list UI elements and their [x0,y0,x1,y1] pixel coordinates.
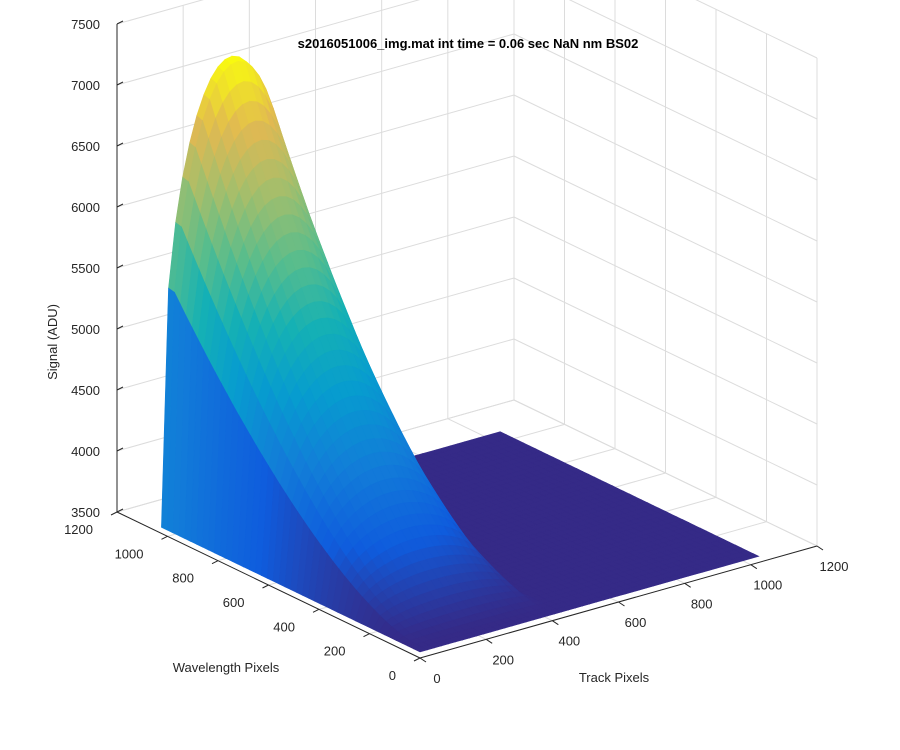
y-tick [110,511,118,516]
grid-line [513,33,818,181]
y-tick-label: 400 [273,619,295,634]
z-tick-label: 4000 [71,444,100,459]
x-tick-label: 600 [625,615,647,630]
y-tick [363,633,370,638]
y-tick [413,657,421,662]
surface-layer [161,55,760,653]
grid-line [513,155,818,303]
y-axis-label: Wavelength Pixels [173,660,280,675]
y-tick [211,560,219,565]
z-tick-label: 3500 [71,505,100,520]
grid-line [568,0,818,120]
x-tick-label: 200 [492,652,514,667]
x-tick [816,545,824,551]
x-tick-label: 800 [691,596,713,611]
z-tick-label: 6500 [71,139,100,154]
z-tick-label: 5000 [71,322,100,337]
x-tick [750,564,758,570]
x-tick [552,620,559,626]
z-tick [116,508,124,513]
z-tick [116,142,124,147]
x-tick [684,582,691,588]
y-tick-label: 1000 [115,546,144,561]
chart-title: s2016051006_img.mat int time = 0.06 sec … [298,36,639,51]
x-tick-label: 1000 [753,578,782,593]
grid-line [513,94,818,242]
grid-line [116,0,204,25]
y-tick-label: 600 [223,595,245,610]
z-axis-label: Signal (ADU) [45,304,60,380]
z-tick [116,20,124,25]
x-tick-label: 0 [433,671,440,686]
z-tick-label: 6000 [71,200,100,215]
z-tick [116,264,124,269]
y-tick-label: 0 [389,668,396,683]
x-tick [485,638,493,644]
x-axis-label: Track Pixels [579,670,650,685]
surface-patch [413,646,428,653]
y-tick-label: 1200 [64,522,93,537]
grid-line [513,277,818,425]
y-tick [262,584,269,589]
grid-line [513,338,818,486]
x-tick [618,601,625,607]
z-tick [116,325,124,330]
z-tick [116,447,124,452]
z-tick [116,386,124,391]
z-tick [116,203,124,208]
grid-line [116,0,421,86]
y-tick-label: 800 [172,571,194,586]
tick-layer: 0 200 400 600 800 1000 1200 0 200 400 600 800 1000 12… [64,17,848,686]
y-tick-label: 200 [324,644,346,659]
z-tick [116,81,124,86]
z-tick-label: 7500 [71,17,100,32]
z-tick-label: 7000 [71,78,100,93]
grid-line [116,33,515,147]
z-tick-label: 4500 [71,383,100,398]
x-tick-label: 400 [558,634,580,649]
y-tick [161,535,168,540]
grid-line [695,0,818,59]
grid-line [513,216,818,364]
y-tick [312,608,320,613]
z-tick-label: 5500 [71,261,100,276]
x-tick [419,657,427,663]
x-tick-label: 1200 [820,559,849,574]
